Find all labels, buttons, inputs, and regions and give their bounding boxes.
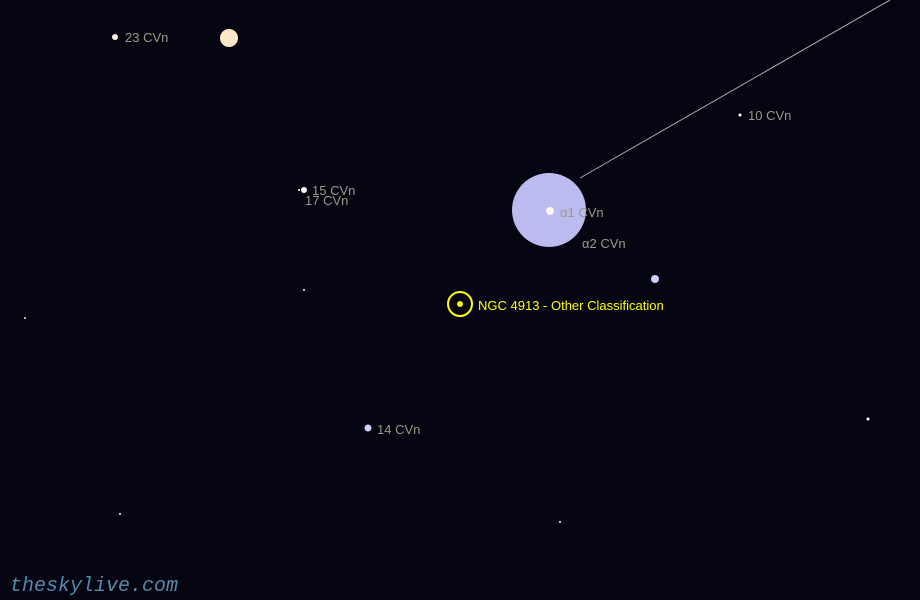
target-object <box>447 291 473 317</box>
star-label: 10 CVn <box>748 108 791 123</box>
star <box>220 29 238 47</box>
star-label: 17 CVn <box>305 193 348 208</box>
star <box>867 418 870 421</box>
target-dot <box>457 301 463 307</box>
star <box>651 275 659 283</box>
constellation-line <box>580 0 890 178</box>
star-chart: 23 CVn10 CVn15 CVn17 CVnα1 CVnα2 CVn14 C… <box>0 0 920 600</box>
star <box>24 317 26 319</box>
star-label: α1 CVn <box>560 205 604 220</box>
star-label: 23 CVn <box>125 30 168 45</box>
star <box>119 513 121 515</box>
star <box>112 34 118 40</box>
star <box>739 114 742 117</box>
star <box>546 207 554 215</box>
star-label: 14 CVn <box>377 422 420 437</box>
target-label: NGC 4913 - Other Classification <box>478 298 664 313</box>
star <box>303 289 305 291</box>
star-label: α2 CVn <box>582 236 626 251</box>
star <box>365 425 372 432</box>
star <box>559 521 561 523</box>
watermark: theskylive.com <box>10 575 178 598</box>
star <box>298 189 300 191</box>
